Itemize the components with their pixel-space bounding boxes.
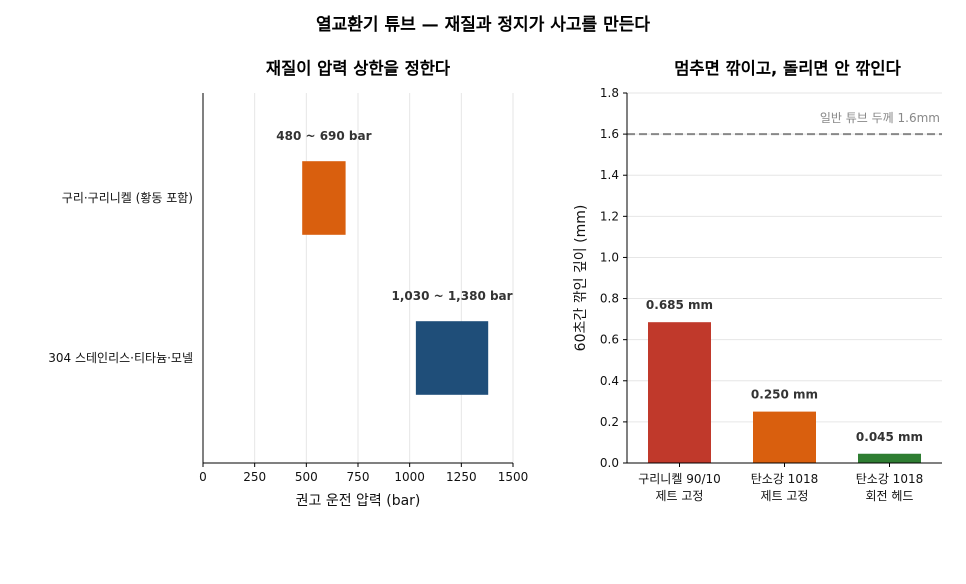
figure-suptitle: 열교환기 튜브 — 재질과 정지가 사고를 만든다 [316, 14, 650, 35]
x-tick-label: 탄소강 1018 [856, 472, 923, 486]
reference-line-label: 일반 튜브 두께 1.6mm [820, 111, 940, 125]
y-axis-label: 60초간 깎인 깊이 (mm) [573, 205, 589, 352]
x-tick-label: 0 [199, 470, 207, 484]
x-tick-label: 제트 고정 [656, 489, 704, 503]
pressure-range-chart: 재질이 압력 상한을 정한다 480 ~ 690 bar 구리·구리니켈 (황동 포… [48, 58, 528, 509]
x-tick-label: 1500 [498, 470, 529, 484]
y-tick-label: 0.6 [600, 333, 619, 347]
y-tick-label: 1.0 [600, 250, 619, 264]
y-tick-label: 304 스테인리스·티타늄·모넬 [48, 351, 193, 365]
value-label: 0.685 mm [646, 298, 713, 312]
value-label: 0.045 mm [856, 430, 923, 444]
y-tick-label: 구리·구리니켈 (황동 포함) [62, 191, 193, 205]
y-tick-label: 0.2 [600, 415, 619, 429]
value-bar [648, 322, 711, 463]
x-tick-label: 구리니켈 90/10 [638, 472, 721, 486]
y-tick-label: 1.6 [600, 127, 619, 141]
y-tick-label: 1.8 [600, 86, 619, 100]
value-label: 0.250 mm [751, 388, 818, 402]
value-bar [753, 411, 816, 463]
x-tick-label: 회전 헤드 [866, 489, 914, 503]
right-chart-title: 멈추면 깎이고, 돌리면 안 깎인다 [674, 59, 901, 78]
x-tick-label: 탄소강 1018 [751, 472, 818, 486]
x-tick-label: 제트 고정 [761, 489, 809, 503]
x-tick-label: 1250 [446, 470, 477, 484]
x-tick-label: 750 [347, 470, 370, 484]
range-bar [415, 321, 489, 395]
x-tick-label: 250 [243, 470, 266, 484]
y-tick-label: 1.4 [600, 168, 619, 182]
x-tick-label: 500 [295, 470, 318, 484]
range-label: 1,030 ~ 1,380 bar [391, 289, 512, 303]
x-tick-label: 1000 [394, 470, 425, 484]
y-tick-label: 0.4 [600, 374, 619, 388]
x-axis-label: 권고 운전 압력 (bar) [296, 493, 421, 509]
y-tick-label: 0.8 [600, 292, 619, 306]
y-tick-label: 0.0 [600, 456, 619, 470]
y-tick-label: 1.2 [600, 209, 619, 223]
range-label: 480 ~ 690 bar [276, 129, 371, 143]
range-bar [302, 161, 346, 235]
value-bar [858, 453, 921, 463]
left-chart-title: 재질이 압력 상한을 정한다 [266, 58, 451, 78]
